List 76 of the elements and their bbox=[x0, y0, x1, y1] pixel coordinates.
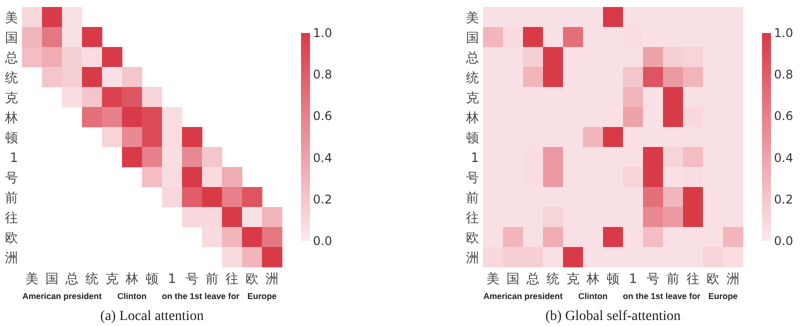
y-tick-label: 顿 bbox=[5, 131, 18, 146]
text: leave for bbox=[666, 291, 702, 301]
color-bar-label: 0.6 bbox=[774, 109, 794, 124]
color-bar-label: 0.4 bbox=[774, 150, 794, 165]
x-tick-label: 克 bbox=[566, 272, 580, 287]
text: (b) Global self-attention bbox=[545, 309, 681, 324]
y-tick-label: 林 bbox=[465, 111, 479, 126]
y-tick-label: 1 bbox=[10, 151, 18, 166]
y-tick-label: 美 bbox=[466, 10, 479, 26]
y-tick-label: 顿 bbox=[466, 131, 479, 146]
text: leave for bbox=[204, 291, 240, 301]
x-tick-label: 国 bbox=[46, 272, 58, 287]
x-tick-label: 林 bbox=[586, 272, 600, 287]
y-tick-label: 1 bbox=[470, 151, 479, 166]
y-tick-label: 总 bbox=[4, 51, 18, 66]
y-tick-label: 洲 bbox=[5, 251, 18, 266]
text: on the 1st bbox=[622, 291, 664, 301]
x-tick-label: 洲 bbox=[266, 272, 278, 287]
x-tick-label: 总 bbox=[64, 272, 78, 287]
color-bar-label: 0.8 bbox=[313, 68, 332, 82]
x-tick-label: 号 bbox=[186, 272, 198, 287]
text: Europe bbox=[247, 291, 277, 301]
text: (a) Local attention bbox=[100, 309, 204, 324]
x-tick-label: 1 bbox=[628, 272, 638, 287]
x-tick-label: 往 bbox=[686, 272, 700, 287]
y-tick-label: 国 bbox=[466, 31, 479, 46]
y-tick-label: 美 bbox=[5, 10, 18, 26]
text: Europe bbox=[708, 291, 738, 301]
y-tick-label: 洲 bbox=[466, 251, 479, 266]
x-tick-label: 号 bbox=[646, 272, 660, 287]
x-tick-label: 总 bbox=[526, 272, 540, 287]
y-tick-label: 号 bbox=[5, 171, 18, 186]
x-tick-label: 国 bbox=[506, 272, 520, 287]
y-tick-label: 克 bbox=[5, 91, 18, 106]
x-tick-label: 林 bbox=[124, 272, 138, 287]
y-tick-label: 号 bbox=[466, 171, 479, 186]
x-tick-label: 顿 bbox=[146, 272, 158, 287]
y-tick-label: 欧 bbox=[466, 231, 479, 246]
y-tick-label: 统 bbox=[5, 71, 18, 86]
y-tick-label: 往 bbox=[5, 211, 18, 226]
x-tick-label: 洲 bbox=[726, 272, 740, 287]
color-bar-label: 0.2 bbox=[774, 192, 794, 206]
y-tick-label: 总 bbox=[465, 51, 479, 66]
x-tick-label: 欧 bbox=[706, 272, 720, 287]
text: Clinton bbox=[117, 291, 147, 301]
x-tick-label: 统 bbox=[86, 272, 98, 287]
color-bar-label: 0.2 bbox=[313, 192, 332, 206]
color-bar-label: 1.0 bbox=[313, 26, 332, 40]
y-tick-label: 统 bbox=[466, 71, 479, 86]
x-tick-label: 顿 bbox=[606, 272, 620, 287]
x-tick-label: 前 bbox=[666, 272, 680, 287]
color-bar-label: 0.8 bbox=[774, 68, 794, 82]
x-tick-label: 往 bbox=[226, 272, 238, 287]
text: American president bbox=[22, 291, 102, 301]
text: Clinton bbox=[578, 291, 608, 301]
text: American president bbox=[483, 291, 563, 301]
y-tick-label: 林 bbox=[4, 111, 18, 126]
color-bar-label: 0.0 bbox=[313, 234, 332, 248]
x-tick-label: 欧 bbox=[246, 272, 258, 287]
text: on the 1st bbox=[162, 291, 202, 301]
x-tick-label: 前 bbox=[206, 272, 218, 287]
color-bar-label: 0.4 bbox=[313, 150, 332, 165]
color-bar-label: 0.6 bbox=[313, 109, 332, 124]
y-tick-label: 前 bbox=[466, 191, 479, 206]
y-tick-label: 欧 bbox=[5, 231, 18, 246]
y-tick-label: 前 bbox=[5, 191, 18, 206]
x-tick-label: 1 bbox=[168, 272, 176, 287]
x-tick-label: 美 bbox=[26, 271, 38, 287]
y-tick-label: 往 bbox=[466, 211, 479, 226]
color-bar-label: 1.0 bbox=[774, 26, 794, 40]
color-bar-label: 0.0 bbox=[774, 234, 794, 248]
x-tick-label: 克 bbox=[106, 272, 118, 287]
x-tick-label: 统 bbox=[546, 272, 560, 287]
y-tick-label: 国 bbox=[5, 31, 18, 46]
x-tick-label: 美 bbox=[486, 271, 500, 287]
y-tick-label: 克 bbox=[466, 91, 479, 106]
